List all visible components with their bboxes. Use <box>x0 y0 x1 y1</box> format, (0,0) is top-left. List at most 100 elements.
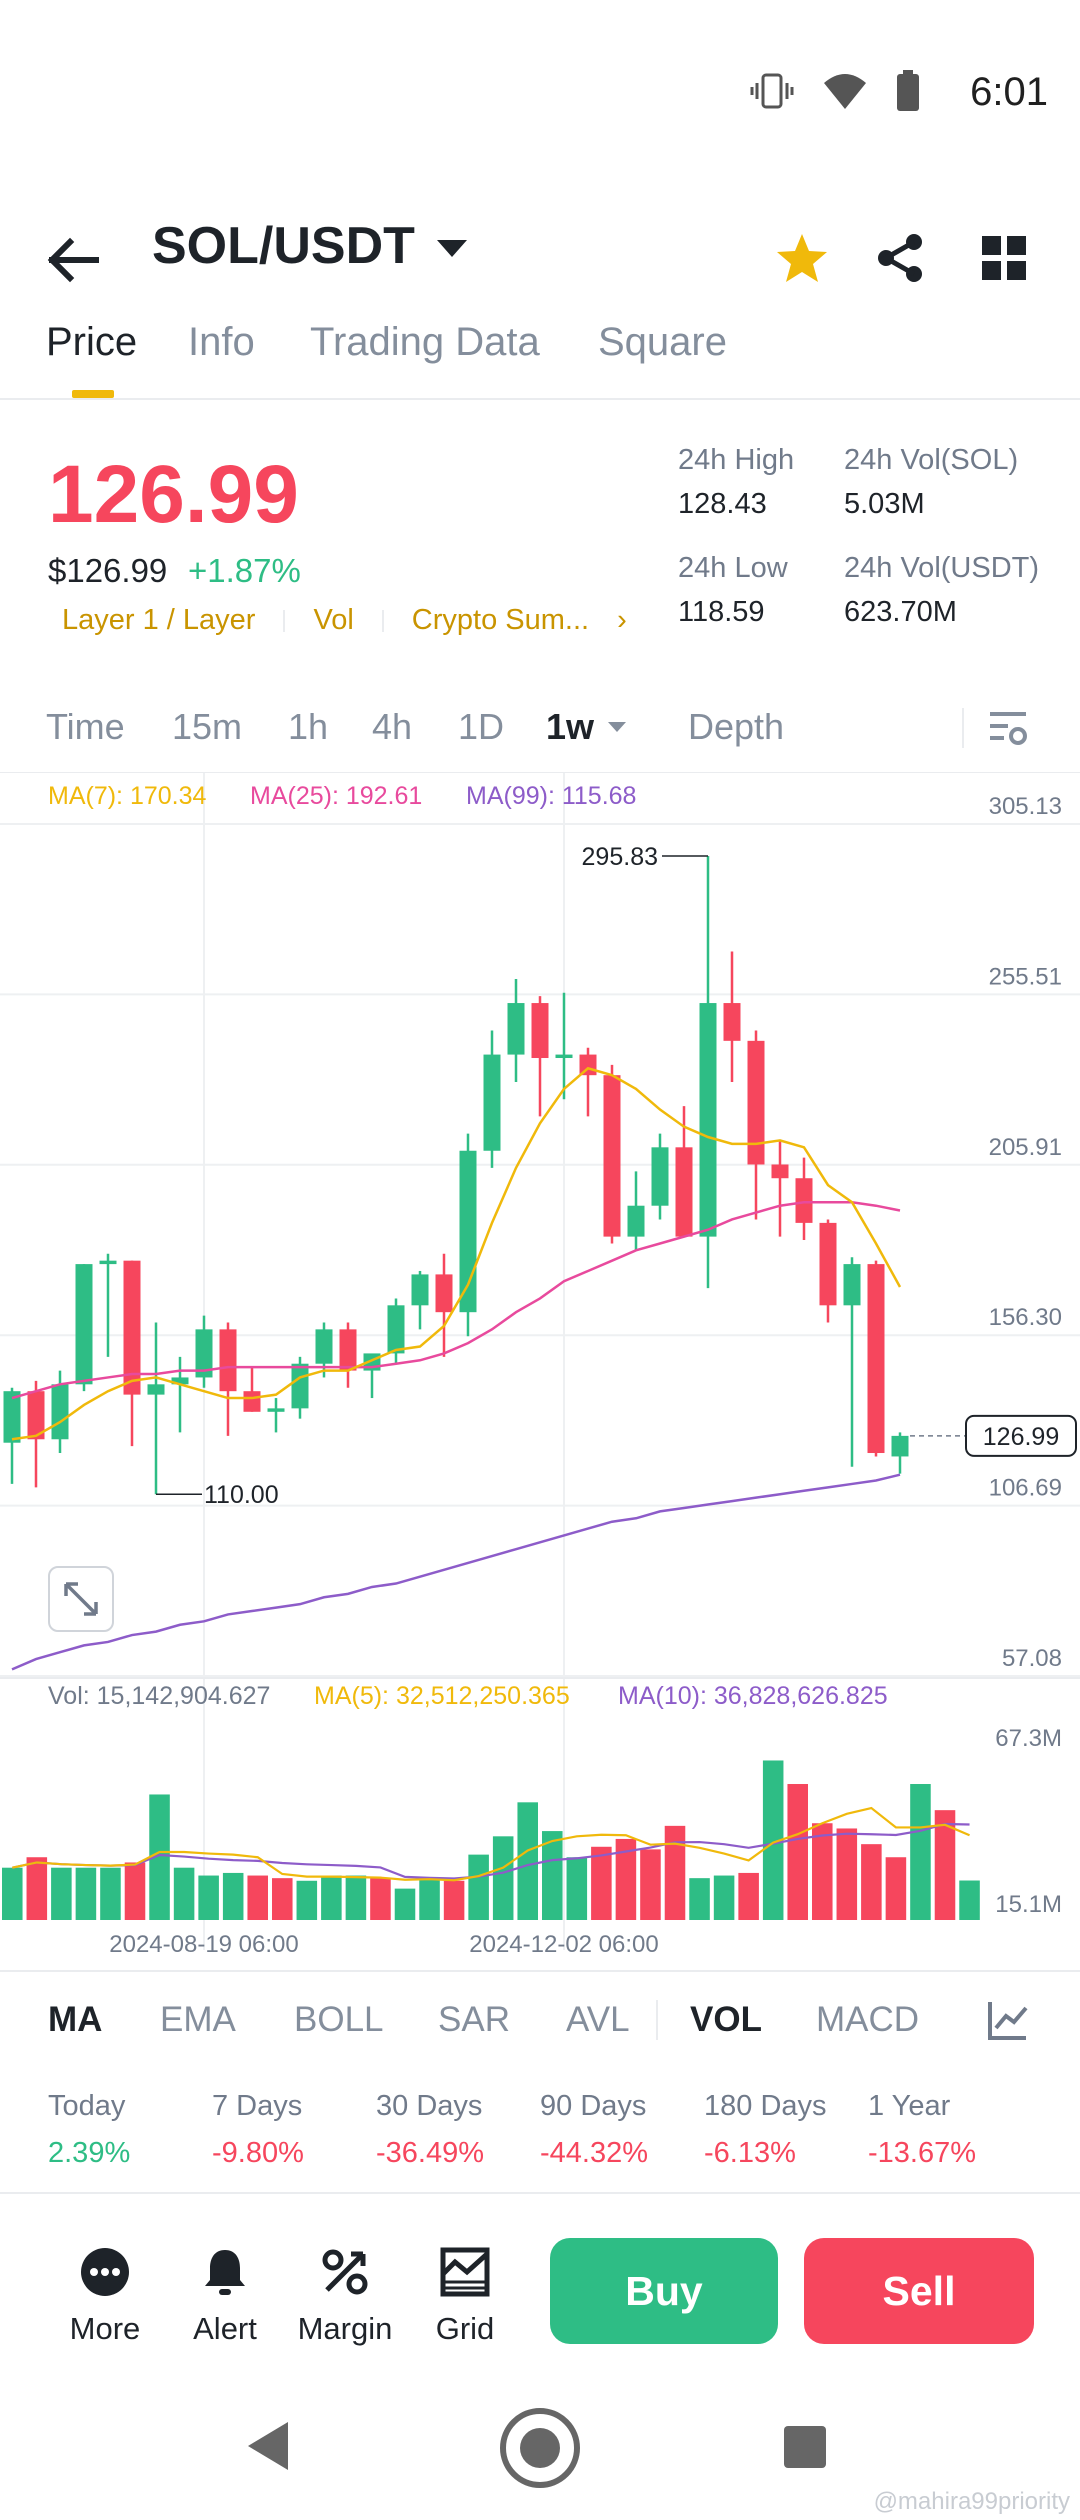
pair-selector[interactable]: SOL/USDT <box>152 216 467 276</box>
candle-body <box>483 1054 501 1151</box>
tab-price[interactable]: Price <box>46 320 138 364</box>
interval-1d[interactable]: 1D <box>458 706 505 747</box>
volume-bar <box>885 1857 907 1920</box>
volume-bar <box>296 1880 318 1920</box>
volume-bar <box>492 1836 514 1920</box>
tag-crypto-summary[interactable]: Crypto Sum... <box>411 604 590 636</box>
grid-menu-icon[interactable] <box>976 230 1032 286</box>
volume-bar <box>615 1838 637 1920</box>
volume-bar <box>345 1875 367 1920</box>
price-axis-label: 205.91 <box>989 1134 1062 1161</box>
candle-body <box>819 1222 837 1306</box>
perf-label: 90 Days <box>540 2090 647 2122</box>
ma7-legend: MA(7): 170.34 <box>48 782 207 810</box>
tag-layer1[interactable]: Layer 1 / Layer <box>62 604 256 636</box>
tag-list: Layer 1 / Layer Vol Crypto Sum... › <box>62 604 627 637</box>
buy-button[interactable]: Buy <box>550 2238 778 2344</box>
volume-bar <box>738 1872 759 1920</box>
nav-back-icon[interactable] <box>244 2418 294 2474</box>
perf-1y: 1 Year -13.67% <box>868 2090 976 2170</box>
grid-button[interactable]: Grid <box>400 2244 530 2347</box>
interval-1w[interactable]: 1w <box>546 706 595 747</box>
volume-bar <box>664 1825 686 1920</box>
price-chart[interactable]: 305.13 255.51 205.91 156.30 106.69 57.08 295.8… <box>0 772 1080 1970</box>
perf-180d: 180 Days -6.13% <box>704 2090 827 2170</box>
interval-4h[interactable]: 4h <box>372 706 413 747</box>
vol-ma5-legend: MA(5): 32,512,250.365 <box>314 1682 570 1710</box>
nav-recents-icon[interactable] <box>782 2424 828 2470</box>
ma99-legend: MA(99): 115.68 <box>466 782 637 810</box>
candle-body <box>267 1408 285 1412</box>
perf-value: -13.67% <box>868 2137 977 2169</box>
candle-body <box>243 1391 261 1412</box>
alert-label: Alert <box>193 2311 257 2346</box>
candle-body <box>459 1150 477 1313</box>
tab-info[interactable]: Info <box>188 320 255 364</box>
indicator-settings-icon[interactable] <box>986 1998 1030 2042</box>
tab-square[interactable]: Square <box>598 320 727 364</box>
volume-bar <box>689 1878 710 1920</box>
share-icon[interactable] <box>872 230 928 286</box>
indicator-ema[interactable]: EMA <box>160 2000 236 2039</box>
vol-ma10-legend: MA(10): 36,828,626.825 <box>618 1682 888 1710</box>
indicator-macd[interactable]: MACD <box>816 2000 920 2039</box>
candle-body <box>699 1003 717 1237</box>
indicator-vol[interactable]: VOL <box>690 2000 762 2039</box>
stat-low-label: 24h Low <box>678 552 788 584</box>
chart-settings-icon[interactable] <box>986 706 1030 750</box>
indicator-bar: MA EMA BOLL SAR AVL VOL MACD <box>0 1970 1080 2070</box>
interval-depth[interactable]: Depth <box>688 706 785 747</box>
perf-value: -44.32% <box>540 2137 649 2169</box>
expand-chart-button[interactable] <box>48 1566 114 1632</box>
bell-icon <box>205 2250 245 2295</box>
status-time: 6:01 <box>970 70 1048 114</box>
tab-trading-data[interactable]: Trading Data <box>310 320 540 364</box>
back-arrow-icon[interactable] <box>44 230 104 290</box>
more-button[interactable]: More <box>40 2244 170 2347</box>
perf-today: Today 2.39% <box>48 2090 130 2170</box>
volume-bar <box>812 1823 833 1920</box>
interval-1h[interactable]: 1h <box>288 706 329 747</box>
system-nav-bar: @mahira99priority <box>0 2400 1080 2520</box>
chevron-right-icon[interactable]: › <box>617 604 627 636</box>
candle-body <box>147 1384 165 1395</box>
tag-vol[interactable]: Vol <box>313 604 354 636</box>
perf-value: -6.13% <box>704 2137 796 2169</box>
x-tick-label: 2024-08-19 06:00 <box>109 1931 299 1958</box>
volume-bar <box>762 1760 784 1920</box>
candle-body <box>315 1329 333 1364</box>
volume-bar <box>419 1878 440 1920</box>
price-axis-label: 305.13 <box>989 793 1062 820</box>
current-price-label: 126.99 <box>983 1423 1059 1451</box>
indicator-avl[interactable]: AVL <box>566 2000 630 2039</box>
stat-vol-usdt-label: 24h Vol(USDT) <box>844 552 1040 584</box>
active-tab-indicator <box>72 390 114 398</box>
volume-bar <box>713 1875 735 1920</box>
stat-high-value: 128.43 <box>678 488 767 520</box>
volume-bar <box>836 1828 858 1920</box>
volume-bar <box>787 1784 808 1920</box>
interval-15m[interactable]: 15m <box>172 706 243 747</box>
candle-body <box>195 1329 213 1378</box>
candle-body <box>723 1003 741 1041</box>
nav-home-icon[interactable] <box>498 2406 582 2490</box>
candle-body <box>795 1178 813 1223</box>
sell-button[interactable]: Sell <box>804 2238 1034 2344</box>
indicator-boll[interactable]: BOLL <box>294 2000 384 2039</box>
indicator-ma[interactable]: MA <box>48 2000 103 2039</box>
perf-value: 2.39% <box>48 2137 131 2169</box>
indicator-sar[interactable]: SAR <box>438 2000 510 2039</box>
margin-label: Margin <box>297 2311 393 2346</box>
volume-bar <box>247 1875 268 1920</box>
perf-label: 180 Days <box>704 2090 827 2122</box>
stat-low-value: 118.59 <box>678 596 765 628</box>
volume-bar <box>861 1844 882 1920</box>
star-icon[interactable] <box>774 230 830 286</box>
interval-time[interactable]: Time <box>46 706 125 747</box>
candle-body <box>291 1363 309 1409</box>
perf-30d: 30 Days -36.49% <box>376 2090 484 2170</box>
price-change: +1.87% <box>188 552 301 589</box>
margin-button[interactable]: Margin <box>280 2244 410 2347</box>
vol-ma10-line <box>12 1822 970 1880</box>
alert-button[interactable]: Alert <box>160 2244 290 2347</box>
